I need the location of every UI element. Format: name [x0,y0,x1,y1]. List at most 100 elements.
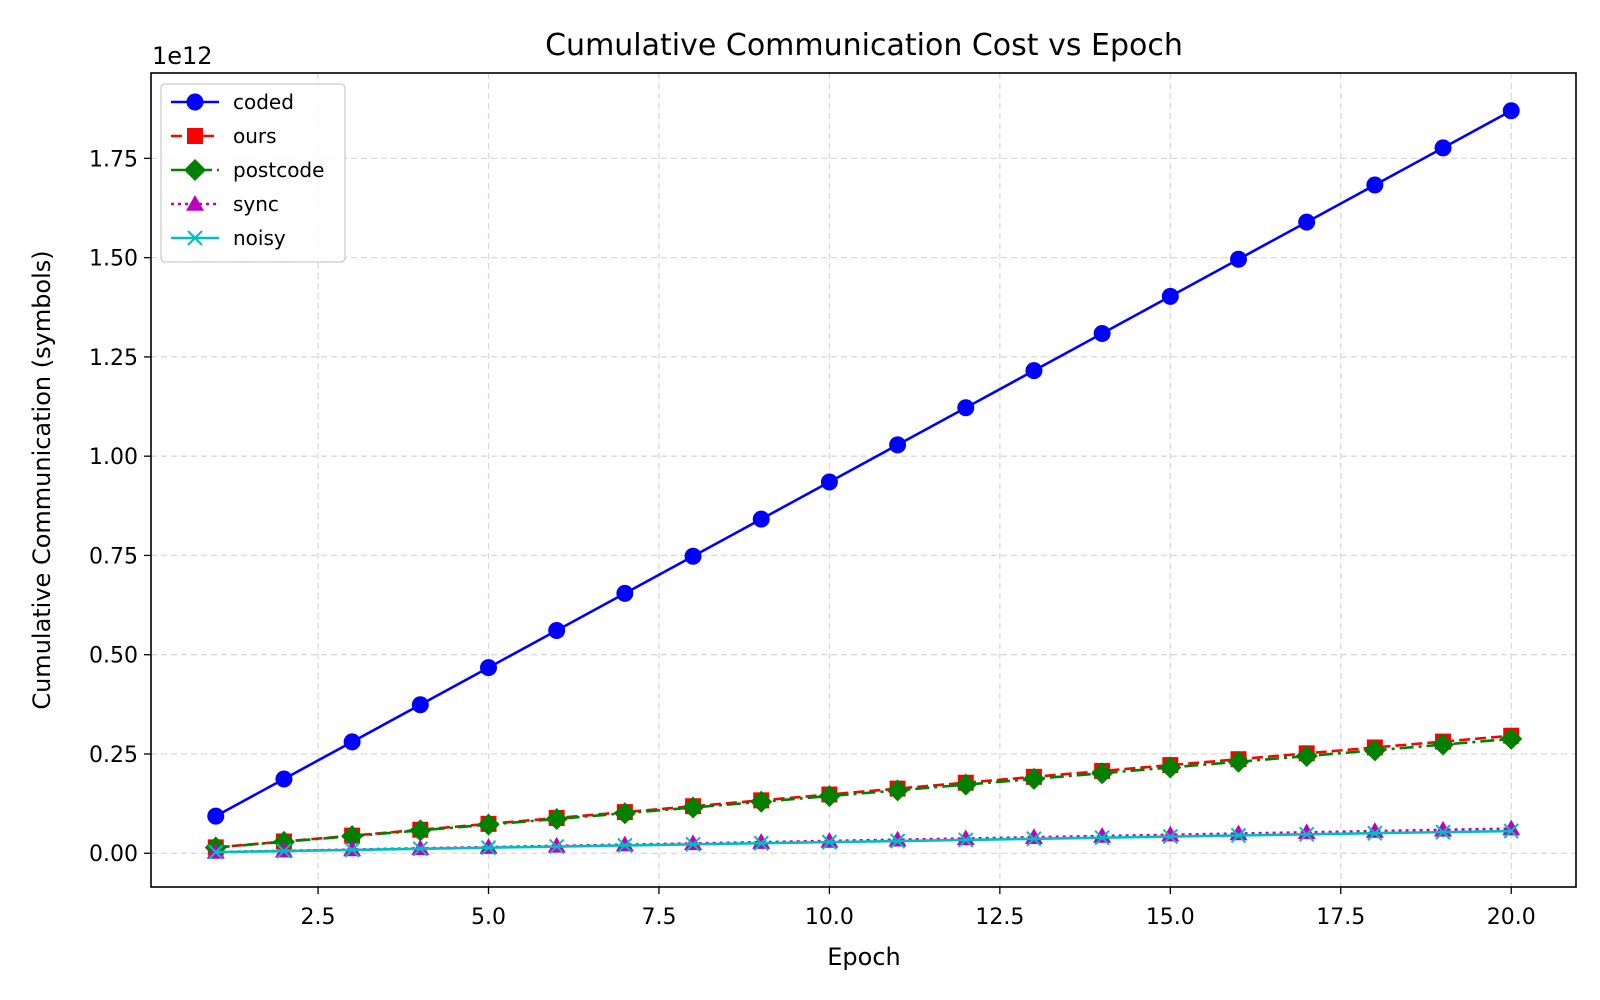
noisy-point [821,834,838,850]
postcode-point [1295,745,1318,768]
noisy-point [685,836,701,853]
postcode-point [341,825,364,848]
noisy-point [617,837,633,854]
x-tick-label: 20.0 [1487,905,1536,930]
postcode-point [1432,733,1455,756]
y-axis-label: Cumulative Communication (symbols) [28,250,56,709]
sync-point [956,829,975,846]
noisy-point [1026,831,1042,847]
x-tick-label: 7.5 [641,905,676,930]
x-axis-label: Epoch [827,943,901,971]
y-tick-label: 0.25 [89,743,138,768]
noisy-point [276,843,292,859]
coded-point [480,659,497,677]
postcode-point [613,802,636,825]
sync-line [215,827,1512,854]
noisy-point [1094,829,1110,846]
postcode-point [545,807,568,830]
sync-point [547,836,566,853]
y-tick-label: 0.00 [89,842,138,867]
postcode-point [818,785,841,808]
y-tick-label: 0.50 [89,644,138,669]
postcode-point [1022,767,1045,790]
coded-point [1161,287,1179,305]
legend-item-postcode: postcode [171,158,324,182]
legend-box [160,83,346,263]
coded-point [1230,250,1247,268]
postcode-point [1227,750,1250,773]
series-coded [207,102,1520,825]
x-tick-label: 10.0 [805,905,854,930]
sync-point [615,835,634,852]
noisy-point [1162,828,1179,845]
x-tick-label: 17.5 [1316,905,1365,930]
y-offset-label: 1e12 [152,42,213,70]
noisy-point [1435,824,1451,840]
noisy-point [1367,825,1383,841]
plot-frame [150,72,1577,888]
noisy-line [215,829,1512,854]
postcode-line [215,737,1512,849]
sync-point [752,833,771,849]
legend-item-coded: coded [171,90,294,114]
x-tick-label: 12.5 [975,905,1024,930]
chart-title: Cumulative Communication Cost vs Epoch [545,28,1183,63]
coded-point [1366,176,1384,194]
x-tick-label: 5.0 [471,905,506,930]
sync-point [820,831,839,848]
coded-point [820,473,838,491]
legend-marker-postcode [184,159,206,181]
legend-item-noisy: noisy [171,226,286,250]
noisy-point [1230,827,1247,844]
sync-point [888,830,907,847]
noisy-point [412,841,429,857]
noisy-point [958,832,974,848]
coded-point [1093,324,1111,342]
coded-point [1434,139,1452,157]
y-axis-ticks: 0.00 0.25 0.50 0.75 1.00 1.25 1.50 1.75 [89,147,151,867]
noisy-point [889,833,906,849]
noisy-point [548,838,565,855]
coded-point [616,584,634,602]
postcode-point [750,790,773,813]
x-tick-label: 15.0 [1146,905,1195,930]
legend-item-ours: ours [171,124,277,148]
postcode-point [409,819,432,842]
y-tick-label: 1.50 [89,247,138,272]
legend-label-coded: coded [233,90,294,114]
legend: coded ours postcode sync noisy [160,83,346,263]
legend-marker-noisy [187,230,203,246]
sync-point [684,834,703,851]
legend-marker-sync [186,195,204,211]
coded-point [548,621,566,639]
sync-point [411,839,430,856]
noisy-point [344,842,360,858]
y-tick-label: 1.75 [89,147,138,172]
coded-point [275,770,293,788]
postcode-point [1091,762,1114,785]
coded-point [957,399,975,417]
legend-label-postcode: postcode [233,158,324,182]
postcode-point [886,779,909,802]
noisy-point [1503,823,1519,839]
legend-label-sync: sync [233,192,279,216]
postcode-point [682,796,705,819]
coded-point [343,733,361,751]
series-layer [204,102,1523,860]
legend-marker-ours [187,128,203,144]
x-axis-ticks: 2.5 5.0 7.5 10.0 12.5 15.0 17.5 20.0 [301,887,1536,930]
legend-label-noisy: noisy [233,226,286,250]
legend-item-sync: sync [171,192,279,216]
postcode-point [1500,727,1523,750]
postcode-point [954,773,977,796]
coded-point [684,547,702,565]
sync-point [479,838,498,854]
coded-point [1298,213,1316,231]
x-tick-label: 2.5 [301,905,336,930]
noisy-point [480,839,497,856]
y-tick-label: 0.75 [89,544,138,569]
postcode-point [1159,756,1182,779]
noisy-point [208,844,224,860]
coded-line [215,109,1512,818]
